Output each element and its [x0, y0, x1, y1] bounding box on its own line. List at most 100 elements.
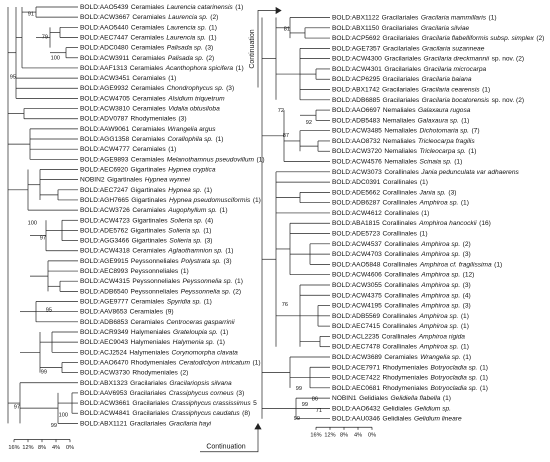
leaf-count: (1)	[219, 207, 227, 214]
leaf-label: BOLD:AAO6697 Nemaliales Galaxaura rugosa	[332, 107, 471, 114]
leaf-label: BOLD:ACP6295 Gracilariales Gracilaria baia…	[332, 76, 472, 83]
leaf-taxon: Botryocladia sp.	[430, 374, 477, 381]
scale-label-right: 0%	[368, 433, 376, 439]
leaf-label: BOLD:ACL2235 Corallinales Amphiroa rigida	[332, 333, 465, 340]
leaf-id: BOLD:AAO5440	[80, 24, 129, 31]
leaf-label: BOLD:ADE5723 Corallinales (1)	[332, 230, 428, 237]
leaf-label: BOLD:ADB6287 Corallinales Amphiroa sp. (1)	[332, 199, 469, 206]
leaf-count: (2)	[463, 241, 471, 248]
leaf-count: (2)	[536, 35, 544, 42]
leaf-count: (1)	[480, 364, 488, 371]
leaf-order: Gracilariales	[130, 380, 167, 387]
leaf-taxon: Palisada sp.	[168, 55, 204, 62]
leaf-label: BOLD:ACW3720 Nemaliales Tricleocarpa sp. (1…	[332, 148, 476, 155]
leaf-order: Corallinales	[383, 343, 418, 350]
leaf-taxon: Hypnea wynnei	[145, 176, 191, 183]
scale-label-left: 12%	[22, 445, 33, 451]
bootstrap-value: 71	[316, 408, 322, 414]
leaf-order: Nemaliales	[383, 138, 416, 145]
leaf-order: Ceramiales	[131, 298, 165, 305]
leaf-id: BOLD:ABX1121	[80, 420, 127, 427]
leaf-order: Ceramiales	[131, 24, 165, 31]
leaf-order: Corallinales	[382, 333, 417, 340]
leaf-id: BOLD:ACW4315	[80, 278, 130, 285]
leaf-id: BOLD:AAV8653	[80, 308, 127, 315]
leaf-order: Corallinales	[384, 271, 419, 278]
leaf-label: BOLD:ACW3485 Nemaliales Dichotomaria sp. (7…	[332, 127, 480, 134]
leaf-count: (4)	[463, 292, 471, 299]
leaf-id: BOLD:ACP5692	[332, 35, 380, 42]
leaf-taxon: Hypnea sp.	[168, 187, 202, 194]
leaf-order: Ceramiales	[131, 156, 165, 163]
bootstrap-value: 97	[14, 405, 20, 411]
bootstrap-value: 92	[306, 120, 312, 126]
leaf-label: BOLD:ACW3689 Ceramiales Wrangelia sp. (1)	[332, 354, 471, 361]
leaf-taxon: Gracilaria cearensis	[421, 86, 480, 93]
leaf-taxon: Peyssonnelia sp.	[183, 278, 233, 285]
leaf-taxon: Crassiphycus crassissimus	[172, 400, 252, 407]
leaf-label: BOLD:AEC7478 Corallinales Amphiroa sp. (1)	[332, 343, 469, 350]
leaf-taxon: Amphiroa sp.	[420, 241, 460, 248]
leaf-count: (1)	[461, 323, 469, 330]
leaf-taxon: Ceratodictyon intricatum	[179, 359, 251, 366]
leaf-taxon: Aglaothamnion sp.	[167, 247, 223, 254]
leaf-taxon: Wrangelia sp.	[420, 354, 460, 361]
leaf-order: Corallinales	[384, 302, 419, 309]
leaf-id: BOLD:AGE9915	[80, 258, 129, 265]
leaf-id: BOLD:ACW4300	[332, 55, 382, 62]
leaf-label: BOLD:AAV6953 Gracilariales Crassiphycus co…	[80, 390, 244, 397]
leaf-count: (1)	[419, 230, 427, 237]
leaf-count: (1)	[420, 179, 428, 186]
leaf-label: BOLD:AEC8993 Peyssonneliales (1)	[80, 268, 189, 275]
leaf-taxon: Amphiroa rigida	[418, 333, 466, 340]
leaf-count: (3)	[178, 115, 186, 122]
leaf-order: Corallinales	[384, 292, 419, 299]
leaf-taxon: Peyssonnelia sp.	[181, 288, 231, 295]
leaf-taxon: Spyridia sp.	[167, 298, 202, 305]
leaf-count: (7)	[471, 127, 479, 134]
leaf-label: BOLD:ACW4841 Gracilariales Crassiphycus ca…	[80, 410, 250, 417]
leaf-count: (1)	[461, 343, 469, 350]
leaf-count: (3)	[463, 302, 471, 309]
leaf-taxon: Tricleocarpa sp.	[419, 148, 466, 155]
leaf-id: BOLD:AEC9043	[80, 339, 128, 346]
leaf-order: Ceramiales	[130, 308, 164, 315]
leaf-order: Ceramiales	[132, 146, 166, 153]
leaf-count: (2)	[233, 288, 241, 295]
leaf-id: BOLD:AAO6697	[332, 107, 381, 114]
leaf-count: (1)	[236, 65, 244, 72]
leaf-id: BOLD:ACW4537	[332, 241, 382, 248]
leaf-id: BOLD:ABX1150	[332, 25, 379, 32]
leaf-label: BOLD:AEC0681 Rhodymeniales Botryocladia sp…	[332, 385, 488, 392]
leaf-taxon: Gracilaria suzanneae	[422, 45, 485, 52]
leaf-id: BOLD:ACW3911	[80, 55, 130, 62]
leaf-order: Ceramiales	[132, 95, 166, 102]
leaf-order: Corallinales	[384, 282, 419, 289]
leaf-order: Gigartinales	[131, 227, 167, 234]
arrow-head	[275, 6, 282, 15]
leaf-label: BOLD:AEC7247 Gigartinales Hypnea sp. (1)	[80, 187, 212, 194]
leaf-order: Nemaliales	[384, 127, 417, 134]
leaf-label: BOLD:ADE5662 Corallinales Jania sp. (3)	[332, 189, 456, 196]
leaf-label: NOBIN2 Gigartinales Hypnea wynnei	[80, 176, 190, 183]
leaf-count: (1)	[454, 158, 462, 165]
leaf-label: BOLD:AGH7665 Gigartinales Hypnea pseudomus…	[80, 197, 261, 204]
leaf-label: BOLD:ABX1150 Gracilariales Gracilaria silv…	[332, 25, 470, 32]
leaf-count: 5	[253, 400, 257, 407]
leaf-label: BOLD:ADB5483 Nemaliales Galaxaura sp. (1)	[332, 117, 469, 124]
leaf-order: Ceramiales	[131, 4, 165, 11]
leaf-id: BOLD:ACW3720	[332, 148, 382, 155]
leaf-label: BOLD:AGE9893 Ceramiales Melanothamnus pseu…	[80, 156, 265, 163]
leaf-taxon: Centroceras gasparrinii	[166, 319, 235, 326]
leaf-label: BOLD:ACW4612 Corallinales (1)	[332, 210, 429, 217]
leaf-label: BOLD:ADB6853 Ceramiales Centroceras gaspar…	[80, 319, 235, 326]
leaf-label: BOLD:ACJ2524 Halymeniales Corynomorpha cla…	[80, 349, 238, 356]
leaf-label: BOLD:ADB6540 Peyssonneliales Peyssonnelia …	[80, 288, 241, 295]
leaf-label: BOLD:ABA1815 Corallinales Amphiroa hancock…	[332, 220, 491, 227]
leaf-count: (1)	[489, 14, 497, 21]
leaf-label: BOLD:ADB5569 Corallinales Amphiroa sp. (1)	[332, 313, 469, 320]
scale-label-right: 16%	[310, 433, 321, 439]
leaf-order: Ceramiales	[131, 34, 165, 41]
leaf-label: BOLD:ACW4777 Ceramiales (1)	[80, 146, 176, 153]
leaf-label: BOLD:AGE9777 Ceramiales Spyridia sp. (1)	[80, 298, 212, 305]
